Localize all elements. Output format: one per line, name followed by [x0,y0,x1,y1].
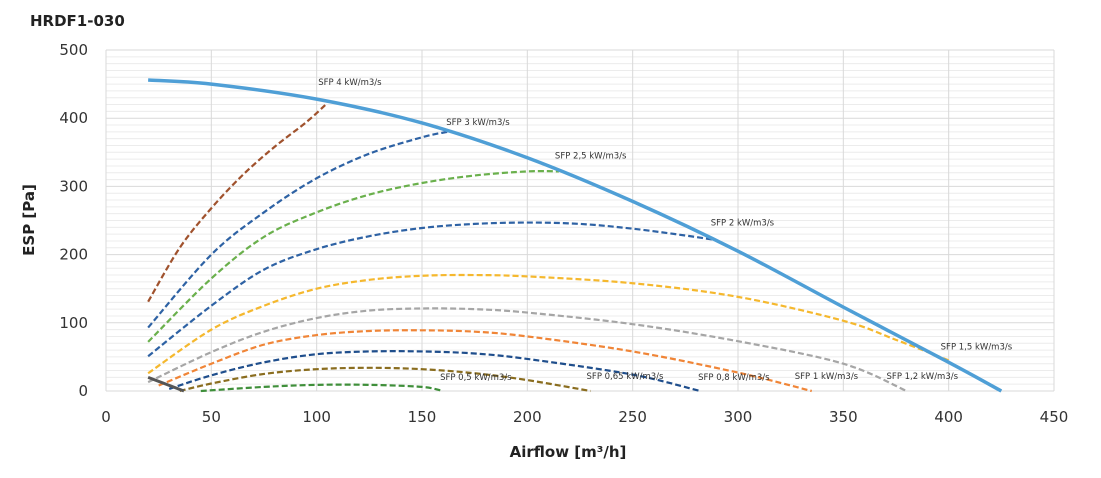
tick-labels: 0 100 200 300 400 500 0 50 100 150 200 250 300 350 400… [59,41,1068,426]
x-tick-label: 450 [1040,408,1069,426]
y-tick-label: 200 [59,246,88,264]
y-tick-label: 100 [59,314,88,332]
x-axis-label: Airflow [m³/h] [510,443,627,461]
y-axis-label: ESP [Pa] [20,184,38,256]
series-annotation-1: SFP 3 kW/m3/s [446,118,510,128]
series-line-3 [147,221,713,358]
y-tick-label: 400 [59,109,88,127]
grid [105,49,1055,392]
x-tick-label: 400 [934,408,963,426]
x-tick-label: 350 [829,408,858,426]
series-lines [147,102,950,393]
series-annotation-0: SFP 4 kW/m3/s [318,78,382,88]
series-annotation-2: SFP 2,5 kW/m3/s [555,151,627,161]
series-annotation-4: SFP 1,5 kW/m3/s [941,342,1013,352]
series-annotation-7: SFP 0,8 kW/m3/s [698,373,770,383]
series-line-0 [147,102,328,303]
series-line-7 [168,350,701,393]
x-tick-label: 200 [513,408,542,426]
x-tick-label: 250 [618,408,647,426]
chart-title: HRDF1-030 [30,12,125,30]
series-annotation-6: SFP 1 kW/m3/s [795,372,859,382]
series-line-8 [179,366,591,393]
x-tick-label: 150 [408,408,437,426]
x-tick-label: 100 [302,408,331,426]
x-tick-label: 50 [202,408,221,426]
series-annotation-5: SFP 1,2 kW/m3/s [887,372,959,382]
fan-curve-line [148,78,1003,393]
y-tick-label: 0 [78,382,88,400]
series-annotations: SFP 4 kW/m3/s SFP 3 kW/m3/s SFP 2,5 kW/m3/… [318,78,1013,383]
series-annotation-9: SFP 0,5 kW/m3/s [440,373,512,383]
fan-curve [148,78,1003,393]
x-tick-label: 0 [101,408,111,426]
series-line-6 [158,329,812,393]
series-annotation-3: SFP 2 kW/m3/s [711,219,775,229]
series-annotation-8: SFP 0,65 kW/m3/s [587,372,664,382]
series-line-1 [147,130,448,329]
x-tick-label: 300 [724,408,753,426]
minimum-curve [147,375,185,393]
series-line-5 [147,307,907,393]
series-line-9 [200,383,444,393]
y-tick-label: 300 [59,177,88,195]
y-tick-label: 500 [59,41,88,59]
series-line-4 [147,273,950,375]
